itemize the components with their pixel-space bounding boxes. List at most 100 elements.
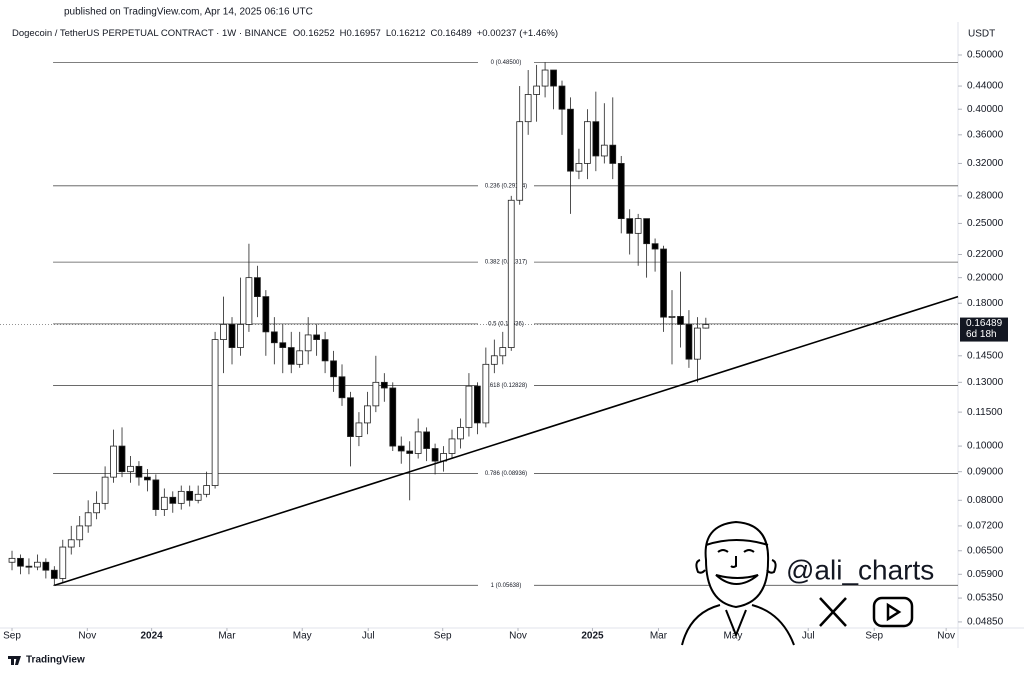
candle-body <box>67 539 75 548</box>
countdown-label: 6d 18h <box>966 329 997 340</box>
candle-body <box>558 85 566 110</box>
candle-body <box>220 323 227 340</box>
candle-body <box>660 248 667 318</box>
candle-body <box>160 496 168 510</box>
change-value: +0.00237 (+1.46%) <box>477 28 558 39</box>
candle-body <box>423 431 430 449</box>
candle-body <box>380 381 388 389</box>
last-price-tag <box>960 317 1008 342</box>
x-tick-label: Sep <box>434 631 452 642</box>
candle-body <box>144 476 151 481</box>
candle-body <box>211 339 219 486</box>
fib-label-bg <box>478 258 534 267</box>
x-tick-label: Jul <box>362 631 375 642</box>
x-tick-label: Nov <box>78 631 96 642</box>
candle-body <box>101 476 109 504</box>
y-tick-label: 0.05900 <box>967 569 1004 580</box>
candle-body <box>448 438 456 454</box>
candle-body <box>609 144 617 164</box>
candle-body <box>8 557 16 563</box>
candle-body <box>25 565 33 568</box>
x-tick-label: May <box>293 631 312 642</box>
ohlc-label: C <box>430 28 437 39</box>
candle-body <box>76 525 84 541</box>
candle-body <box>702 324 710 329</box>
fib-label: 0.5 (0.16536) <box>488 321 524 327</box>
fib-label-bg <box>478 581 534 590</box>
currency-label: USDT <box>968 29 995 40</box>
candle-body <box>262 296 270 333</box>
candle-body <box>482 363 490 424</box>
y-tick-label: 0.10000 <box>967 441 1004 452</box>
ohlc-value: 0.16957 <box>346 28 380 39</box>
published-note: published on TradingView.com, Apr 14, 20… <box>64 7 313 18</box>
y-tick-label: 0.36000 <box>967 129 1004 140</box>
candle-body <box>490 355 498 365</box>
y-tick-label: 0.07200 <box>967 521 1004 532</box>
x-tick-label: Nov <box>937 631 955 642</box>
candle-body <box>406 450 414 454</box>
x-icon <box>819 597 847 627</box>
candle-body <box>177 490 185 504</box>
candle-body <box>397 445 405 452</box>
x-tick-label: 2025 <box>581 631 604 642</box>
y-tick-label: 0.25000 <box>967 218 1004 229</box>
candle-body <box>516 121 524 201</box>
candle-body <box>575 163 583 172</box>
y-tick-label: 0.20000 <box>967 272 1004 283</box>
candle-body <box>355 422 363 437</box>
candle-body <box>533 85 540 95</box>
x-tick-label: Mar <box>218 631 236 642</box>
candle-body <box>431 448 439 462</box>
ohlc-label: L <box>386 28 391 39</box>
candle-body <box>330 360 337 378</box>
candle-body <box>694 327 701 360</box>
y-tick-label: 0.28000 <box>967 191 1004 202</box>
y-tick-label: 0.11500 <box>967 407 1003 418</box>
candle-body <box>287 347 295 365</box>
candle-body <box>634 218 642 234</box>
fib-label-bg <box>478 181 534 190</box>
ohlc-value: 0.16212 <box>391 28 425 39</box>
candle-body <box>194 493 202 501</box>
x-tick-label: Nov <box>509 631 527 642</box>
candle-body <box>228 323 236 348</box>
fib-label-bg <box>478 381 534 390</box>
last-price-label: 0.16489 <box>966 318 1003 329</box>
candle-body <box>474 385 481 424</box>
y-tick-label: 0.14500 <box>967 350 1004 361</box>
candle-body <box>304 334 312 352</box>
candle-body <box>389 387 397 447</box>
y-tick-label: 0.40000 <box>967 104 1004 115</box>
candle-body <box>626 218 634 234</box>
fib-label-bg <box>478 469 534 478</box>
x-tick-label: Sep <box>3 631 21 642</box>
candle-body <box>42 561 50 571</box>
fib-label: 0.236 (0.29184) <box>485 183 527 189</box>
symbol-legend: Dogecoin / TetherUS PERPETUAL CONTRACT ·… <box>12 28 558 39</box>
candle-body <box>110 445 117 478</box>
candle-body <box>338 376 346 399</box>
y-tick-label: 0.06500 <box>967 545 1004 556</box>
candle-body <box>34 561 41 568</box>
fib-label: 0.786 (0.08936) <box>485 471 527 477</box>
candle-body <box>279 342 287 348</box>
candle-body <box>499 347 507 357</box>
fib-label: 0.382 (0.21317) <box>485 260 527 266</box>
candle-body <box>254 277 261 297</box>
candle-body <box>313 334 320 340</box>
watermark: @ali_charts <box>786 554 934 585</box>
candle-body <box>541 69 549 87</box>
y-tick-label: 0.08000 <box>967 495 1004 506</box>
candle-body <box>152 479 160 510</box>
y-tick-label: 0.18000 <box>967 298 1004 309</box>
y-tick-label: 0.05350 <box>967 593 1004 604</box>
symbol-title: Dogecoin / TetherUS PERPETUAL CONTRACT ·… <box>12 28 287 39</box>
candle-body <box>59 546 67 579</box>
x-tick-label: May <box>723 631 742 642</box>
candle-body <box>347 397 354 437</box>
y-tick-label: 0.04850 <box>967 617 1004 628</box>
ohlc-value: 0.16489 <box>437 28 471 39</box>
candle-body <box>507 199 515 348</box>
